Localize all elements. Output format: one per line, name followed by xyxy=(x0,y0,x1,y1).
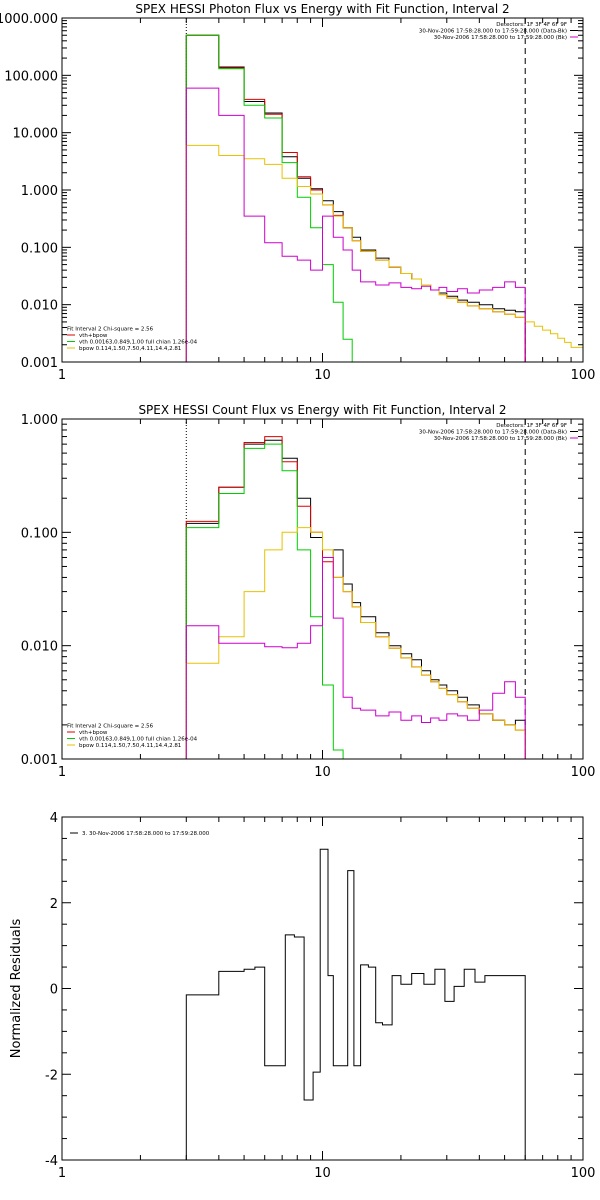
x-tick-label: 1 xyxy=(58,1166,66,1181)
y-tick-label: 0.001 xyxy=(21,753,58,768)
legend-entry-text: Fit Interval 2 Chi-square = 2.56 xyxy=(67,724,154,730)
legend-entry-text: vth 0.00163,0.849,1.00 full chian 1.26e-… xyxy=(79,737,198,743)
x-tick-label: 100 xyxy=(571,368,596,383)
legend-entry-text: 30-Nov-2006 17:58:28.000 to 17:59:28.000… xyxy=(419,29,567,35)
y-tick-label: 2 xyxy=(50,897,58,912)
x-tick-label: 10 xyxy=(314,368,331,383)
series-line-2 xyxy=(185,436,526,759)
y-tick-label: -4 xyxy=(45,1154,58,1169)
y-tick-label: 4 xyxy=(50,811,58,826)
legend-entry-text: bpow 0.114,1.50,7.50,4.11,14.4,2.81 xyxy=(79,743,181,749)
x-tick-label: 1 xyxy=(58,765,66,780)
legend-entry-text: 30-Nov-2006 17:58:28.000 to 17:59:28.000… xyxy=(419,430,567,436)
x-tick-label: 10 xyxy=(314,765,331,780)
legend-entry-text: 30-Nov-2006 17:58:28.000 to 17:59:28.000… xyxy=(434,35,567,41)
y-tick-label: 100.000 xyxy=(4,69,58,84)
x-axis-ticks: 1 10 100 xyxy=(58,817,596,1181)
series-line-1 xyxy=(185,439,526,759)
y-tick-label: 1.000 xyxy=(21,184,58,199)
y-tick-label: 0.001 xyxy=(21,356,58,371)
legend-entry-text: Detectors: 1F 3F 4F 6F 9F xyxy=(496,22,567,28)
series-group xyxy=(185,848,526,1160)
legend-legend_bottom: Fit Interval 2 Chi-square = 2.56vth+bpow… xyxy=(67,327,198,352)
x-tick-label: 10 xyxy=(314,1166,331,1181)
chart-2: SPEX HESSI Count Flux vs Energy with Fit… xyxy=(21,403,596,780)
y-axis-label: Normalized Residuals xyxy=(9,919,24,1059)
y-tick-label: 1.000 xyxy=(21,413,58,428)
series-line-1 xyxy=(185,34,526,362)
x-axis-ticks: 1 10 100 xyxy=(58,419,596,780)
plot-frame xyxy=(61,17,584,363)
y-tick-label: 0.100 xyxy=(21,241,58,256)
series-group xyxy=(185,34,583,362)
chart-3: Normalized Residuals 1 10 100 -4 -2 0 2 4 3. 30-N… xyxy=(9,811,595,1181)
chart-1: SPEX HESSI Photon Flux vs Energy with Fi… xyxy=(0,2,595,383)
legend-entry-text: bpow 0.114,1.50,7.50,4.11,14.4,2.81 xyxy=(79,346,181,352)
x-tick-label: 1 xyxy=(58,368,66,383)
chart-title: SPEX HESSI Count Flux vs Energy with Fit… xyxy=(138,403,506,417)
y-tick-label: 0.010 xyxy=(21,640,58,655)
series-line-2 xyxy=(185,34,526,362)
plot-frame xyxy=(61,816,584,1161)
plot-frame xyxy=(61,418,584,760)
y-axis-ticks: 0.001 0.010 0.100 1.000 10.000 100.000 1000.00… xyxy=(0,12,583,371)
series-line-5 xyxy=(185,557,526,759)
y-tick-label: 0.100 xyxy=(21,526,58,541)
legend-entry-text: Fit Interval 2 Chi-square = 2.56 xyxy=(67,327,154,333)
legend-legend_bottom: Fit Interval 2 Chi-square = 2.56vth+bpow… xyxy=(67,724,198,749)
series-line-4 xyxy=(185,527,526,759)
legend-entry-text: 3. 30-Nov-2006 17:58:28.000 to 17:59:28.… xyxy=(82,831,210,837)
series-group xyxy=(185,436,526,759)
y-axis-ticks: -4 -2 0 2 4 xyxy=(45,811,583,1169)
legend-entry-text: vth+bpow xyxy=(79,730,108,736)
chart-title: SPEX HESSI Photon Flux vs Energy with Fi… xyxy=(135,2,509,16)
legend-entry-text: vth+bpow xyxy=(79,333,108,339)
series-line-3 xyxy=(185,34,361,362)
series-line-1 xyxy=(185,848,526,1160)
series-line-4 xyxy=(185,144,583,362)
y-axis-ticks: 0.001 0.010 0.100 1.000 xyxy=(21,413,583,768)
y-tick-label: 0.010 xyxy=(21,299,58,314)
legend-entry-text: Detectors: 1F 3F 4F 6F 9F xyxy=(496,423,567,429)
legend-entry-text: 30-Nov-2006 17:58:28.000 to 17:59:28.000… xyxy=(434,436,567,442)
y-tick-label: -2 xyxy=(45,1068,58,1083)
x-tick-label: 100 xyxy=(571,1166,596,1181)
y-tick-label: 10.000 xyxy=(13,127,59,142)
series-line-5 xyxy=(185,87,526,362)
y-tick-label: 1000.000 xyxy=(0,12,58,27)
x-tick-label: 100 xyxy=(571,765,596,780)
series-line-3 xyxy=(185,443,344,759)
legend-legend_top: 3. 30-Nov-2006 17:58:28.000 to 17:59:28.… xyxy=(70,831,210,837)
legend-entry-text: vth 0.00163,0.849,1.00 full chian 1.26e-… xyxy=(79,340,198,346)
y-tick-label: 0 xyxy=(50,983,58,998)
